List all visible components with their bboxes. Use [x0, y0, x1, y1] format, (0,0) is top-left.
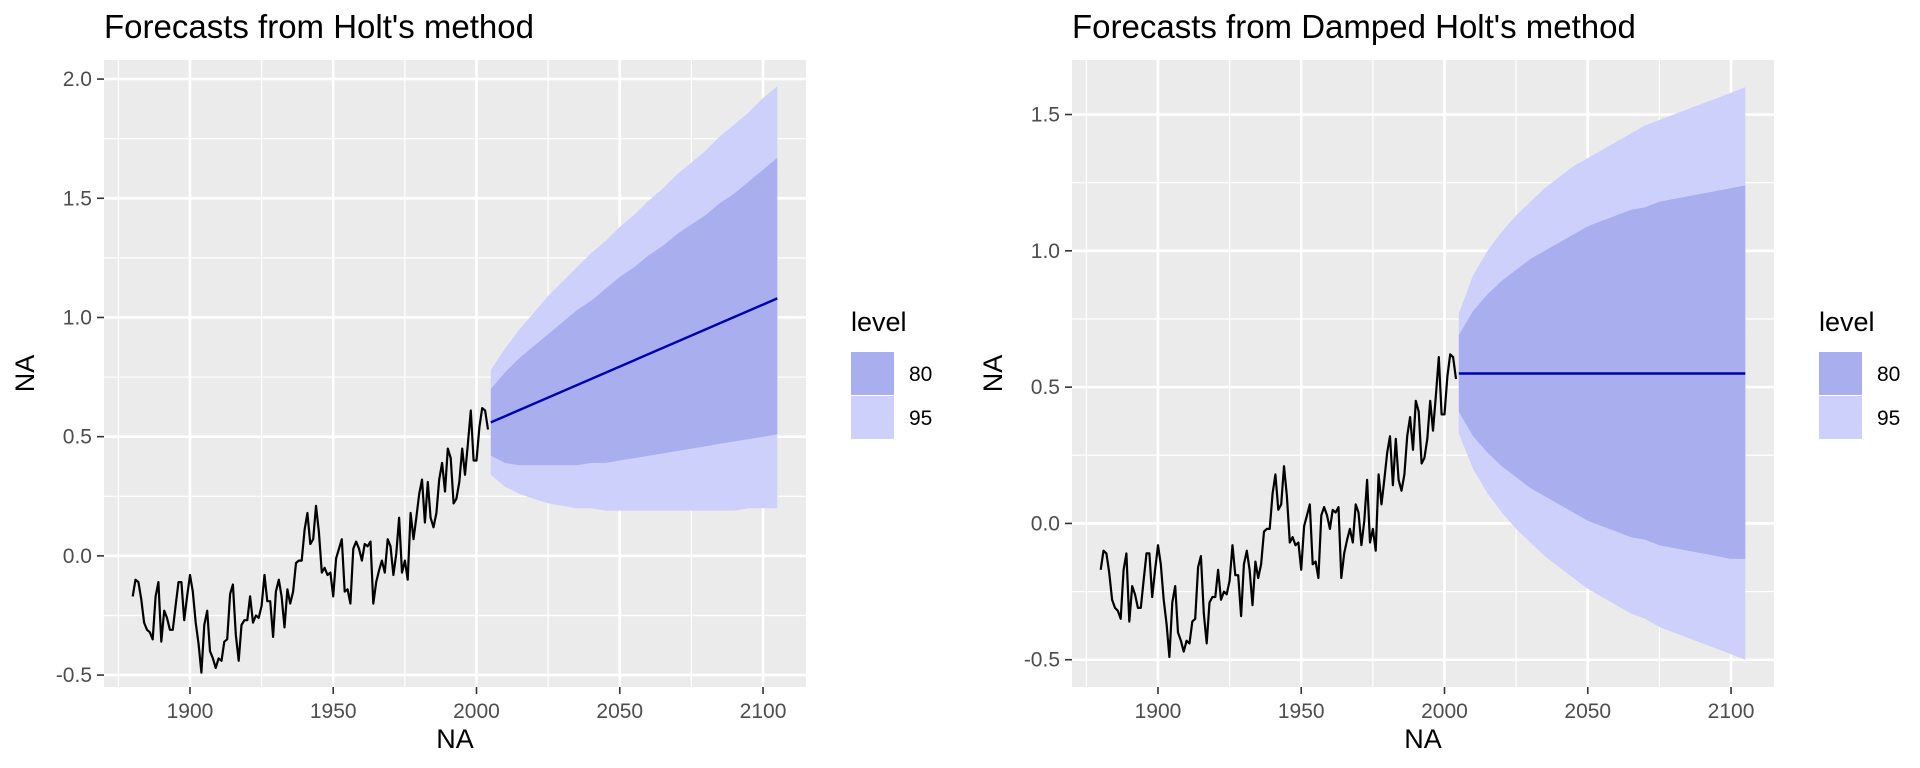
x-tick-label: 1950: [310, 700, 357, 723]
x-axis-title: NA: [436, 724, 474, 754]
legend-label-80: 80: [1877, 363, 1900, 386]
legend-label-80: 80: [909, 363, 932, 386]
legend: level 80 95: [1819, 307, 1900, 439]
legend: level 80 95: [851, 307, 932, 439]
x-tick-label: 1900: [167, 700, 214, 723]
y-tick-label: -0.5: [1024, 649, 1060, 672]
legend-label-95: 95: [909, 407, 932, 430]
observed-series-line: [1099, 353, 1458, 659]
x-tick-label: 2050: [1564, 700, 1611, 723]
y-tick-label: 1.5: [63, 187, 92, 210]
x-axis-title: NA: [1404, 724, 1442, 754]
prediction-intervals: [490, 86, 778, 511]
x-tick-label: 2100: [1708, 700, 1755, 723]
y-tick-label: 1.0: [1031, 240, 1060, 263]
forecast-line: [490, 297, 778, 424]
x-tick-label: 2000: [1421, 700, 1468, 723]
interval-band-80: [1458, 185, 1746, 559]
legend-swatch-95: [851, 396, 894, 439]
prediction-intervals: [1458, 87, 1746, 660]
damped-holt-forecast-chart: Forecasts from Damped Holt's method 1900…: [978, 8, 1900, 754]
x-tick-label: 1950: [1278, 700, 1325, 723]
y-tick-label: -0.5: [56, 664, 92, 687]
legend-label-95: 95: [1877, 407, 1900, 430]
y-tick-label: 0.5: [63, 426, 92, 449]
y-tick-label: 0.5: [1031, 376, 1060, 399]
y-tick-label: 1.5: [1031, 104, 1060, 127]
legend-title: level: [851, 307, 907, 337]
legend-swatch-80: [851, 352, 894, 395]
chart-title: Forecasts from Damped Holt's method: [1072, 8, 1636, 45]
chart-title: Forecasts from Holt's method: [104, 8, 534, 45]
y-tick-label: 1.0: [63, 306, 92, 329]
observed-series-line: [131, 407, 490, 674]
legend-swatch-95: [1819, 396, 1862, 439]
y-tick-label: 0.0: [63, 545, 92, 568]
legend-title: level: [1819, 307, 1875, 337]
legend-swatch-80: [1819, 352, 1862, 395]
series-lines: [131, 297, 778, 674]
axes: 1900 1950 2000 2050 2100 -0.5 0.0 0.5 1.0 1.5: [1024, 104, 1755, 723]
y-axis-title: NA: [978, 355, 1008, 393]
x-tick-label: 1900: [1135, 700, 1182, 723]
y-axis-title: NA: [10, 355, 40, 393]
holt-forecast-chart: Forecasts from Holt's method 1900 1950 200…: [10, 8, 932, 754]
axes: 1900 1950 2000 2050 2100 -0.5 0.0 0.5 1.0 1.5 2.0: [56, 68, 787, 723]
x-tick-label: 2000: [453, 700, 500, 723]
y-tick-label: 0.0: [1031, 512, 1060, 535]
y-tick-label: 2.0: [63, 68, 92, 91]
x-tick-label: 2050: [596, 700, 643, 723]
series-lines: [1099, 353, 1746, 659]
x-tick-label: 2100: [740, 700, 787, 723]
interval-band-80: [490, 157, 778, 466]
